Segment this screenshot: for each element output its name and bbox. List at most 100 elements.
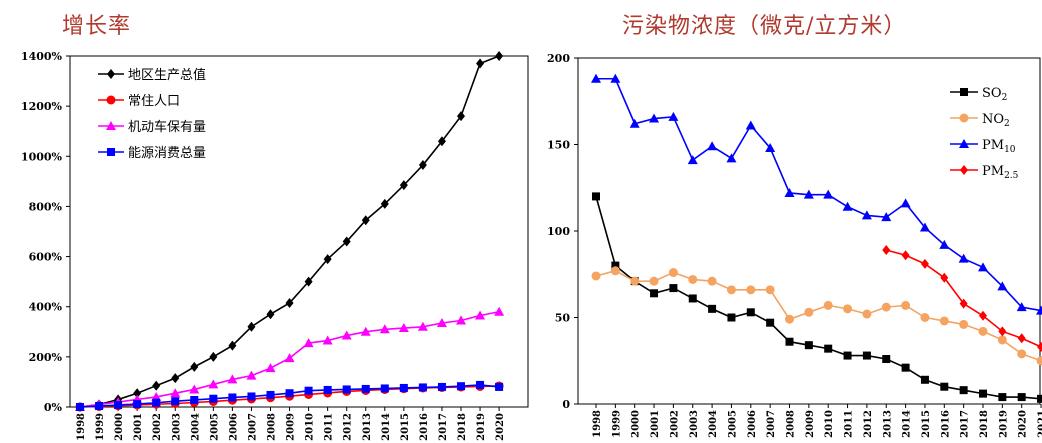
right-series-2-point (649, 113, 660, 123)
right-series-3-point (998, 326, 1007, 337)
right-series-1-point (746, 285, 756, 295)
right-series-1-point (843, 304, 853, 314)
left-series-3-point (495, 382, 504, 391)
left-series-2-point (341, 330, 352, 340)
right-series-2-point (978, 262, 988, 272)
right-x-tick-label: 2019 (998, 410, 1009, 438)
left-series-3-point (342, 385, 351, 394)
left-series-2-point (322, 335, 333, 345)
left-y-tick-label: 1400% (21, 50, 63, 63)
right-series-3-point (1037, 341, 1042, 352)
right-series-0-line (595, 196, 1042, 400)
right-series-0-point (785, 337, 794, 346)
right-x-tick-label: 2017 (960, 410, 971, 438)
left-legend-swatch-marker (107, 148, 115, 156)
left-series-0-point (209, 351, 218, 362)
left-x-tick-label: 2000 (114, 413, 125, 441)
left-legend-label: 机动车保有量 (128, 119, 206, 135)
right-legend-label: SO2 (982, 86, 1007, 103)
right-series-1-point (707, 276, 717, 286)
left-x-tick-label: 2013 (362, 413, 373, 441)
left-series-3-point (399, 383, 408, 392)
right-series-2-point (1036, 305, 1042, 315)
right-series-1-point (785, 314, 794, 324)
right-series-0-point (1017, 393, 1026, 402)
left-x-tick-label: 1999 (95, 413, 106, 441)
right-series-1-point (668, 268, 678, 278)
right-series-2-point (687, 155, 698, 165)
right-series-3-point (959, 298, 968, 309)
left-series-3-point (209, 394, 218, 403)
left-y-tick-label: 1000% (21, 150, 63, 163)
right-series-2-point (784, 187, 795, 197)
right-series-1-point (901, 300, 911, 310)
left-series-0-point (361, 215, 370, 226)
right-series-1-point (688, 274, 698, 284)
right-series-0-point (650, 289, 659, 298)
left-x-tick-label: 2004 (190, 413, 201, 441)
left-x-tick-label: 2014 (381, 413, 392, 441)
right-series-0-point (824, 344, 833, 353)
left-y-tick-label: 200% (29, 351, 63, 364)
right-plot-frame (577, 57, 1041, 405)
right-series-3-point (940, 272, 949, 283)
left-x-tick-label: 1998 (76, 413, 87, 441)
right-series-0-point (959, 386, 968, 395)
right-legend-swatch-marker (959, 113, 969, 123)
left-series-2-point (475, 310, 486, 320)
right-series-1-point (862, 309, 872, 319)
right-x-tick-label: 2020 (1018, 410, 1029, 438)
left-series-0-point (304, 276, 313, 287)
right-series-2-point (939, 239, 950, 249)
left-y-tick-label: 0% (44, 401, 63, 414)
left-series-3-point (247, 392, 256, 401)
right-x-tick-label: 2009 (805, 410, 816, 438)
right-series-2-point (881, 212, 892, 222)
right-x-tick-label: 2002 (669, 410, 680, 438)
right-x-tick-label: 2012 (863, 410, 874, 438)
right-y-tick-label: 100 (547, 225, 570, 238)
left-x-tick-label: 2003 (171, 413, 182, 441)
left-series-2-point (360, 326, 371, 336)
left-series-3-point (457, 382, 465, 391)
right-series-0-point (804, 341, 813, 350)
left-chart-title: 增长率 (62, 14, 132, 39)
left-x-tick-label: 2017 (438, 413, 449, 441)
right-series-1-point (765, 285, 775, 295)
right-series-2-point (803, 189, 814, 199)
right-series-0-point (862, 351, 871, 360)
left-y-tick-label: 600% (29, 251, 63, 264)
left-series-0-point (133, 388, 142, 399)
right-x-tick-label: 2005 (727, 410, 738, 438)
left-series-2-point (284, 353, 295, 363)
right-series-0-point (746, 308, 755, 317)
right-series-0-point (940, 382, 949, 391)
left-series-0-point (171, 373, 180, 384)
left-series-0-point (380, 198, 389, 209)
right-series-0-point (669, 284, 678, 293)
left-series-2-point (189, 384, 200, 394)
right-series-1-point (804, 307, 814, 317)
left-series-0-point (285, 297, 294, 308)
left-series-3-point (228, 393, 237, 402)
left-series-2-point (379, 324, 390, 334)
right-x-tick-label: 2014 (902, 410, 913, 438)
right-series-2-point (861, 210, 872, 220)
right-series-0-point (920, 375, 929, 384)
right-series-2-point (997, 281, 1008, 291)
left-y-tick-label: 1200% (21, 100, 63, 113)
right-series-0-point (998, 393, 1007, 402)
left-x-tick-label: 2005 (209, 413, 220, 441)
right-series-0-point (1037, 394, 1042, 403)
left-legend-label: 地区生产总值 (128, 67, 206, 83)
left-series-3-point (76, 403, 84, 411)
right-series-2-point (591, 73, 601, 83)
left-series-2-point (151, 391, 162, 401)
right-series-1-point (1036, 356, 1042, 366)
right-x-tick-label: 2004 (708, 410, 719, 438)
left-series-3-point (95, 401, 104, 410)
right-x-tick-label: 2000 (631, 410, 642, 438)
left-series-3-point (323, 385, 332, 394)
right-y-tick-label: 50 (555, 312, 571, 325)
